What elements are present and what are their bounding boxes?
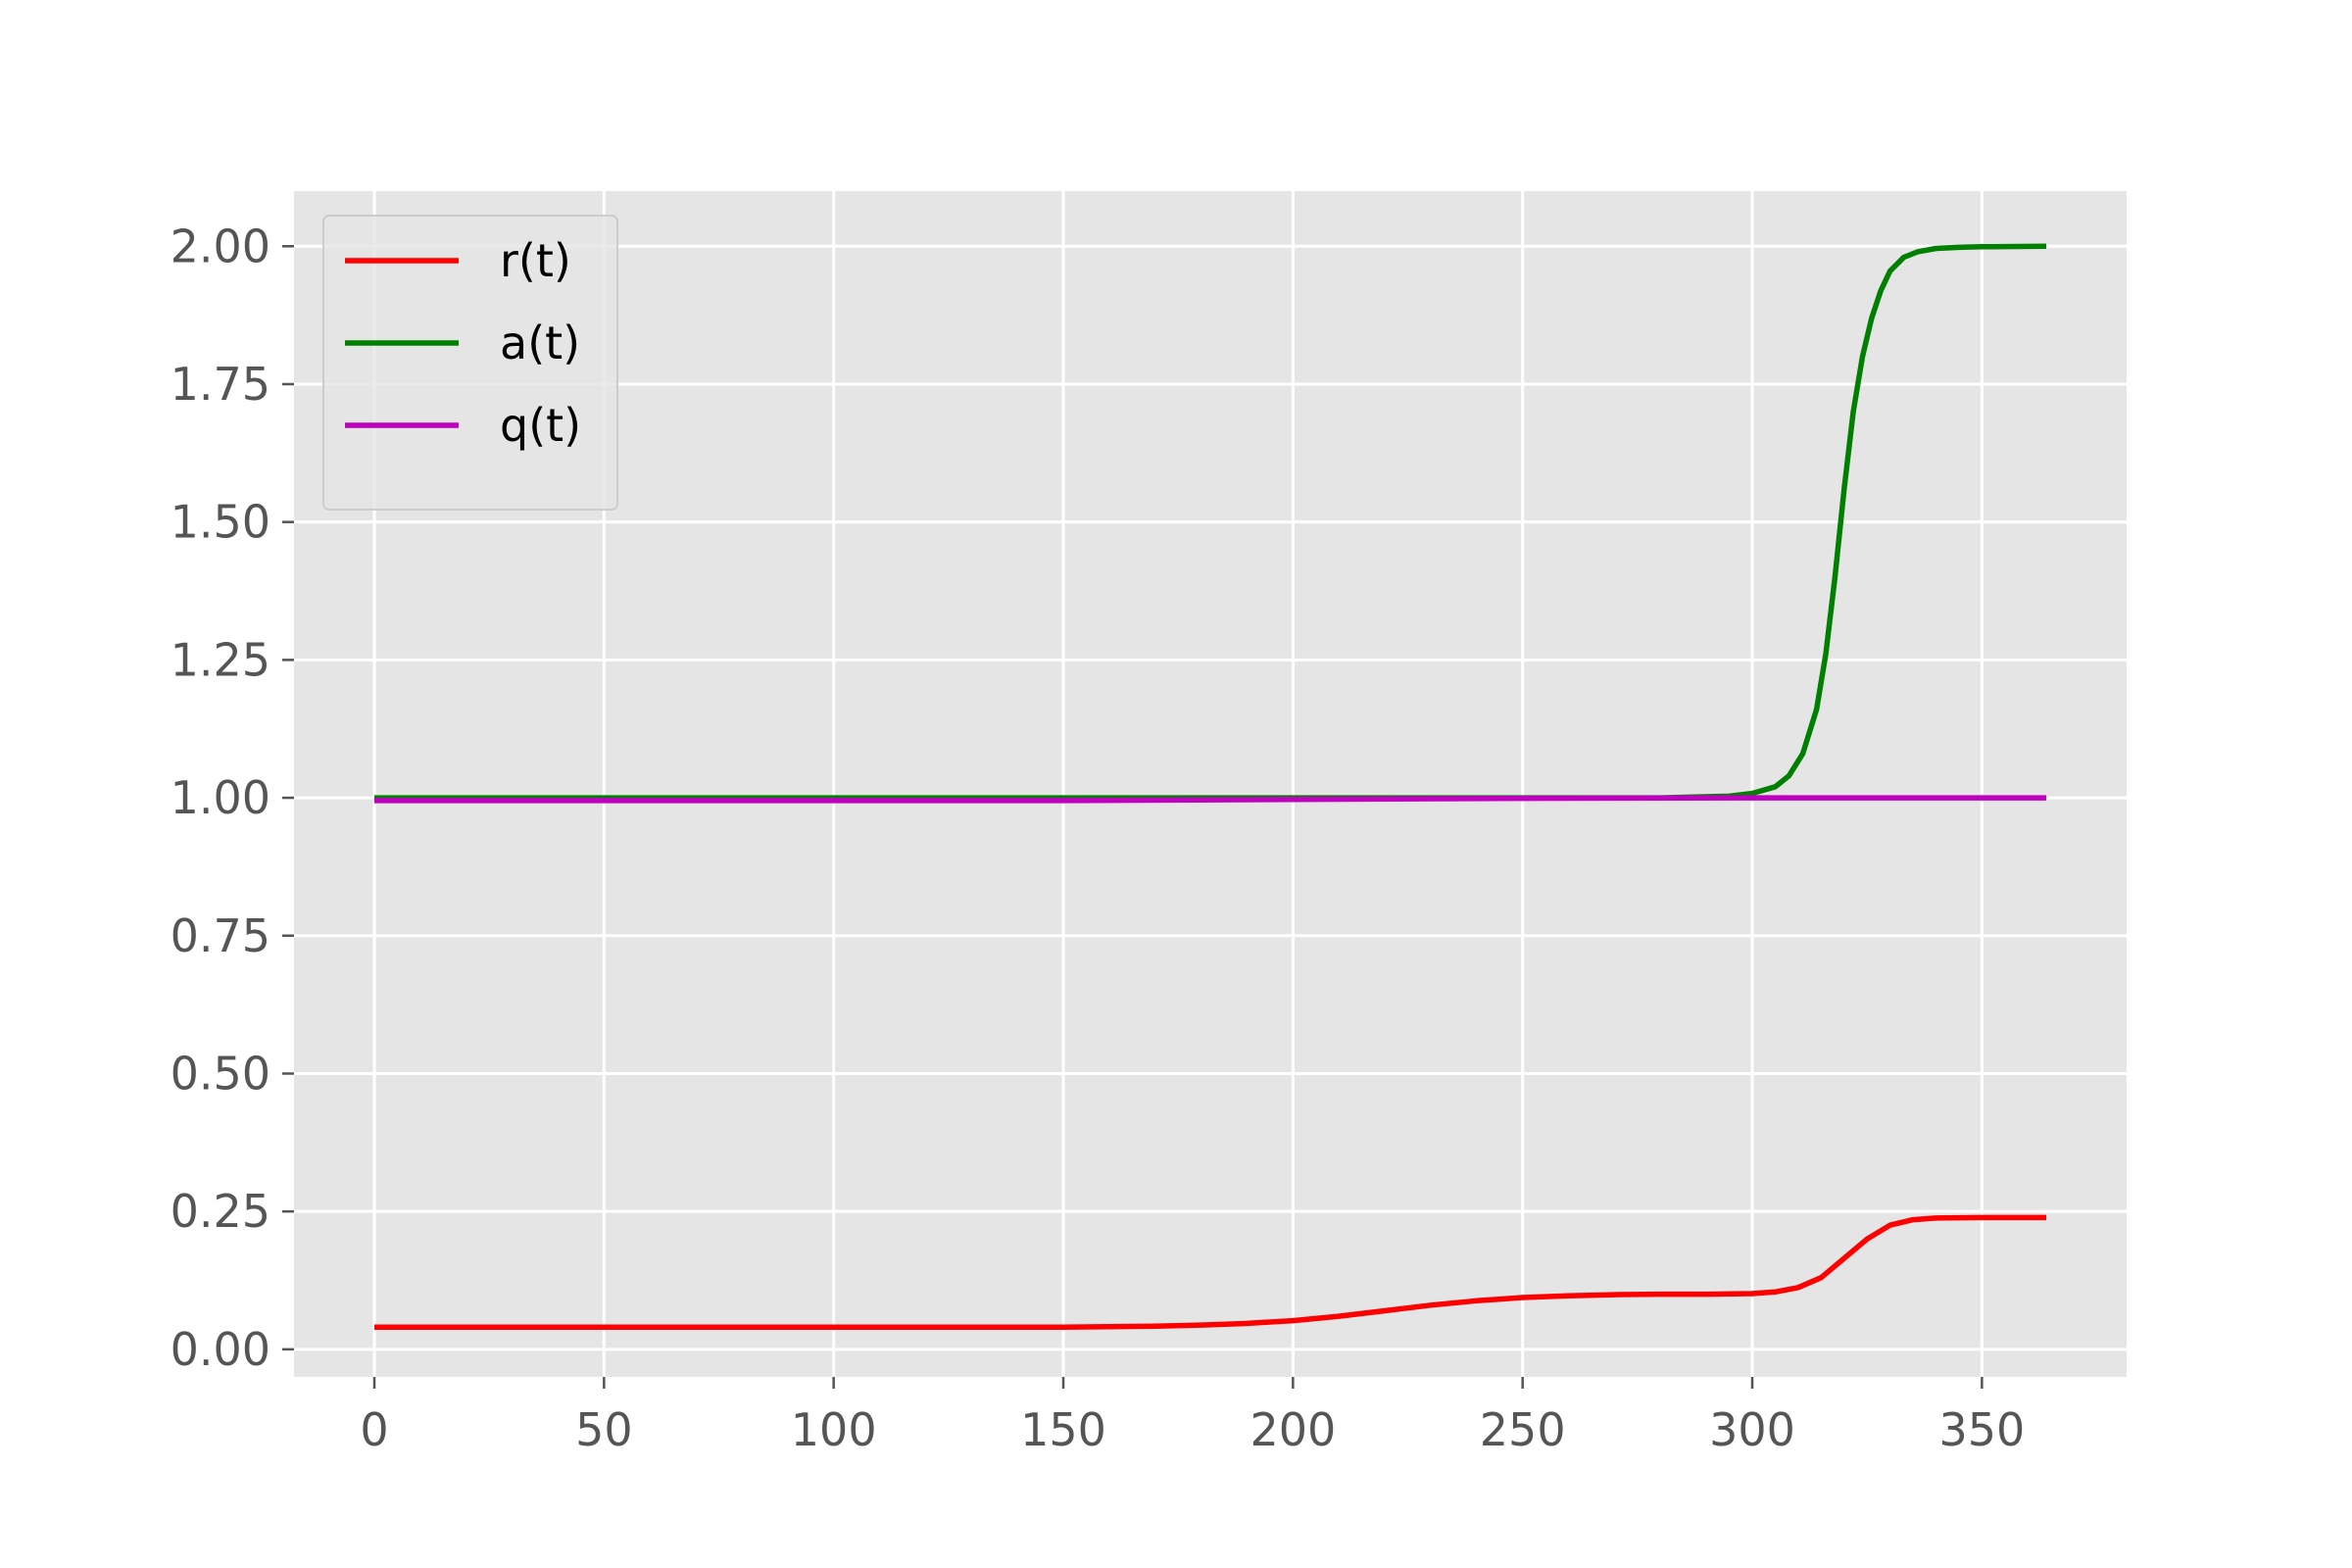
series-line-rt xyxy=(374,1214,2046,1331)
x-tick-label: 250 xyxy=(1480,1403,1566,1456)
y-tick-label: 1.75 xyxy=(171,358,270,411)
y-tick-label: 0.50 xyxy=(171,1047,270,1100)
x-tick-label: 300 xyxy=(1709,1403,1795,1456)
legend-label: r(t) xyxy=(500,234,571,287)
grid xyxy=(294,191,2127,1377)
series-line-qt xyxy=(374,795,2046,804)
y-tick-label: 2.00 xyxy=(171,220,270,272)
y-tick-label: 1.25 xyxy=(171,633,270,686)
y-tick-label: 0.00 xyxy=(171,1323,270,1376)
y-tick-label: 1.50 xyxy=(171,496,270,549)
legend-label: q(t) xyxy=(500,399,581,452)
x-tick-label: 100 xyxy=(791,1403,877,1456)
x-tick-label: 150 xyxy=(1020,1403,1106,1456)
y-tick-label: 0.75 xyxy=(171,909,270,962)
x-tick-label: 200 xyxy=(1250,1403,1336,1456)
series-layer xyxy=(374,243,2047,1331)
y-tick-label: 1.00 xyxy=(171,771,270,824)
legend-label: a(t) xyxy=(500,317,580,369)
legend-box xyxy=(322,215,618,511)
x-tick-label: 350 xyxy=(1938,1403,2025,1456)
x-tick-label: 0 xyxy=(360,1403,388,1456)
legend: r(t) a(t) q(t) xyxy=(322,215,618,511)
x-tick-label: 50 xyxy=(575,1403,633,1456)
x-axis: 0 50 100 150 200 250 300 350 xyxy=(360,1377,2025,1456)
y-axis: 0.00 0.25 0.50 0.75 1.00 1.25 1.50 1.75 2.00 xyxy=(171,220,294,1376)
y-tick-label: 0.25 xyxy=(171,1185,270,1238)
